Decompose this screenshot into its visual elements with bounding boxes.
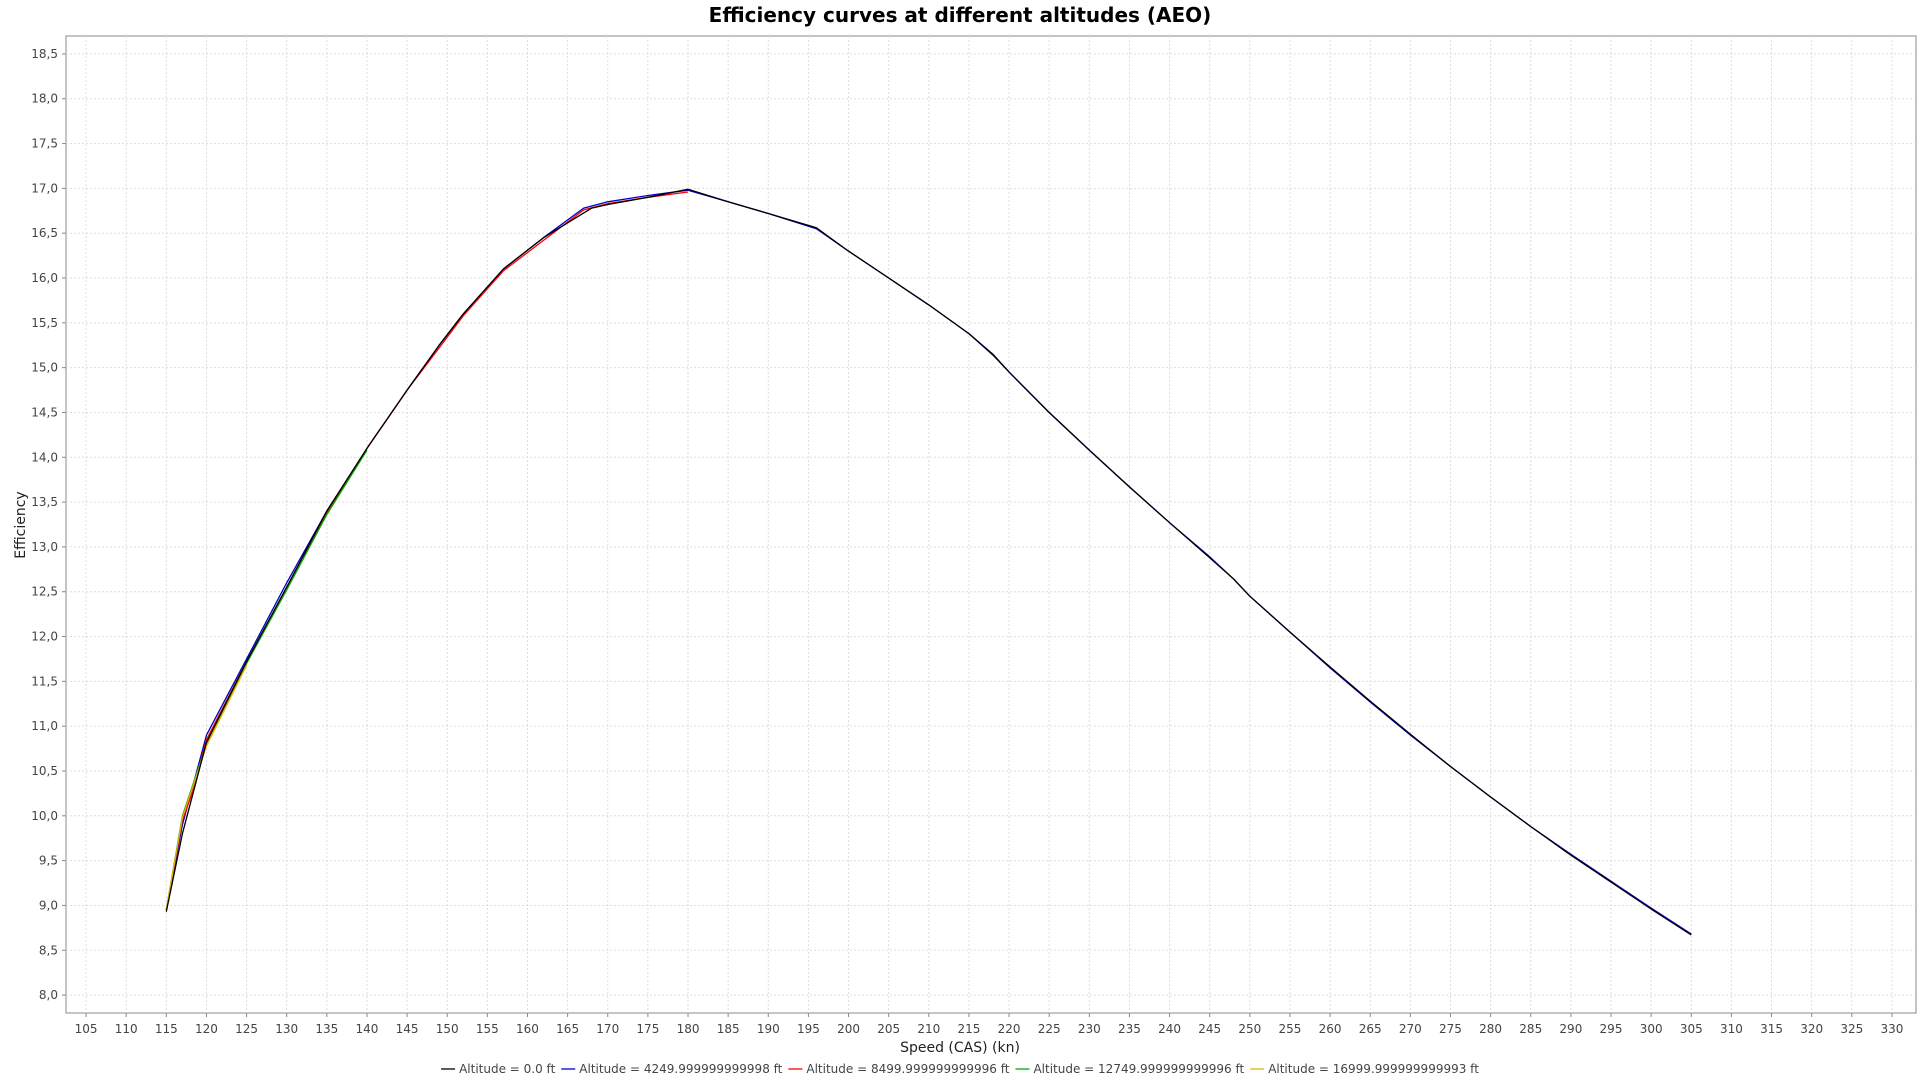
x-tick-label: 260 <box>1319 1022 1342 1036</box>
y-axis-ticks: 8,0 8,5 9,0 9,5 10,0 10,5 11,0 11,5 12,0 12,5 13,0… <box>31 47 66 1002</box>
x-tick-label: 185 <box>717 1022 740 1036</box>
y-tick-label: 12,0 <box>31 630 58 644</box>
x-tick-label: 300 <box>1640 1022 1663 1036</box>
plot-area <box>65 35 1917 1014</box>
x-tick-label: 310 <box>1720 1022 1743 1036</box>
x-tick-label: 245 <box>1198 1022 1221 1036</box>
x-tick-label: 240 <box>1158 1022 1181 1036</box>
y-axis-title: Efficiency <box>13 491 29 558</box>
grid-horizontal <box>66 53 1916 996</box>
legend-item-label: Altitude = 12749.999999999996 ft <box>1033 1062 1244 1076</box>
x-axis-ticks: 105 110 115 120 125 130 135 140 145 150 155 160 165 1… <box>75 1013 1903 1036</box>
y-tick-label: 17,5 <box>31 137 58 151</box>
x-tick-label: 210 <box>917 1022 940 1036</box>
legend-item-label: Altitude = 16999.999999999993 ft <box>1268 1062 1479 1076</box>
x-tick-label: 155 <box>476 1022 499 1036</box>
x-tick-label: 205 <box>877 1022 900 1036</box>
x-tick-label: 230 <box>1078 1022 1101 1036</box>
y-tick-label: 15,5 <box>31 316 58 330</box>
y-tick-label: 9,5 <box>39 854 58 868</box>
x-tick-label: 180 <box>677 1022 700 1036</box>
x-tick-label: 200 <box>837 1022 860 1036</box>
series-line-4 <box>165 188 1692 936</box>
x-tick-label: 125 <box>235 1022 258 1036</box>
x-tick-label: 220 <box>998 1022 1021 1036</box>
x-tick-label: 320 <box>1800 1022 1823 1036</box>
x-tick-label: 285 <box>1519 1022 1542 1036</box>
y-tick-label: 9,0 <box>39 898 58 912</box>
x-tick-label: 110 <box>115 1022 138 1036</box>
x-tick-label: 255 <box>1279 1022 1302 1036</box>
y-tick-label: 14,0 <box>31 450 58 464</box>
x-tick-label: 150 <box>436 1022 459 1036</box>
y-tick-label: 8,5 <box>39 943 58 957</box>
x-tick-label: 265 <box>1359 1022 1382 1036</box>
x-tick-label: 165 <box>556 1022 579 1036</box>
y-tick-label: 11,0 <box>31 719 58 733</box>
x-tick-label: 105 <box>75 1022 98 1036</box>
x-tick-label: 160 <box>516 1022 539 1036</box>
x-tick-label: 235 <box>1118 1022 1141 1036</box>
x-tick-label: 305 <box>1680 1022 1703 1036</box>
chart-title: Efficiency curves at different altitudes… <box>709 3 1212 27</box>
x-tick-label: 270 <box>1399 1022 1422 1036</box>
x-tick-label: 190 <box>757 1022 780 1036</box>
y-tick-label: 18,0 <box>31 92 58 106</box>
y-tick-label: 10,5 <box>31 764 58 778</box>
x-tick-label: 275 <box>1439 1022 1462 1036</box>
x-tick-label: 315 <box>1760 1022 1783 1036</box>
y-tick-label: 13,0 <box>31 540 58 554</box>
x-tick-label: 145 <box>396 1022 419 1036</box>
x-tick-label: 135 <box>315 1022 338 1036</box>
series-line-3 <box>165 664 248 911</box>
x-tick-label: 115 <box>155 1022 178 1036</box>
y-tick-label: 14,5 <box>31 405 58 419</box>
x-tick-label: 140 <box>356 1022 379 1036</box>
y-tick-label: 12,5 <box>31 585 58 599</box>
x-tick-label: 215 <box>957 1022 980 1036</box>
x-tick-label: 325 <box>1840 1022 1863 1036</box>
series-lines <box>165 188 1692 936</box>
legend-item-label: Altitude = 4249.999999999998 ft <box>579 1062 782 1076</box>
y-tick-label: 16,0 <box>31 271 58 285</box>
legend-item-label: Altitude = 8499.999999999996 ft <box>806 1062 1009 1076</box>
y-tick-label: 10,0 <box>31 809 58 823</box>
x-tick-label: 250 <box>1238 1022 1261 1036</box>
y-tick-label: 17,0 <box>31 181 58 195</box>
legend: Altitude = 0.0 ft Altitude = 4249.9999999… <box>441 1062 1479 1076</box>
y-tick-label: 8,0 <box>39 988 58 1002</box>
y-tick-label: 18,5 <box>31 47 58 61</box>
x-tick-label: 130 <box>275 1022 298 1036</box>
x-axis-title: Speed (CAS) (kn) <box>900 1040 1020 1056</box>
x-tick-label: 175 <box>636 1022 659 1036</box>
legend-item-label: Altitude = 0.0 ft <box>459 1062 555 1076</box>
x-tick-label: 330 <box>1880 1022 1903 1036</box>
x-tick-label: 225 <box>1038 1022 1061 1036</box>
y-tick-label: 13,5 <box>31 495 58 509</box>
x-tick-label: 170 <box>596 1022 619 1036</box>
y-tick-label: 15,0 <box>31 361 58 375</box>
x-tick-label: 120 <box>195 1022 218 1036</box>
y-tick-label: 11,5 <box>31 674 58 688</box>
x-tick-label: 195 <box>797 1022 820 1036</box>
y-tick-label: 16,5 <box>31 226 58 240</box>
grid-vertical <box>85 36 1893 1013</box>
x-tick-label: 290 <box>1559 1022 1582 1036</box>
x-tick-label: 280 <box>1479 1022 1502 1036</box>
x-tick-label: 295 <box>1600 1022 1623 1036</box>
